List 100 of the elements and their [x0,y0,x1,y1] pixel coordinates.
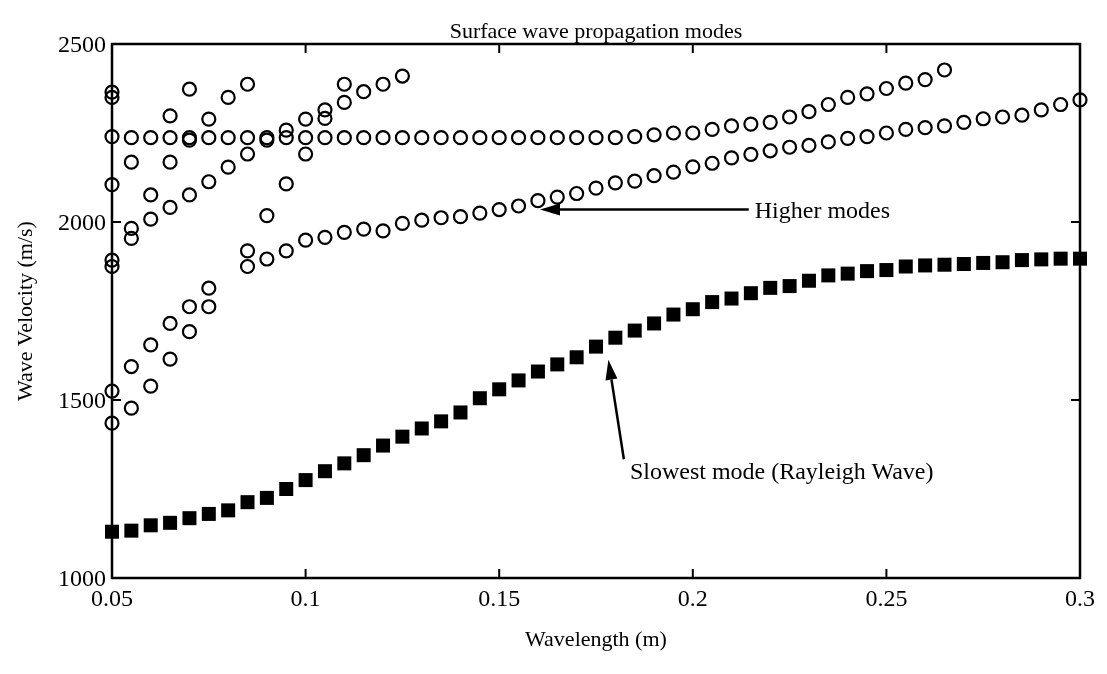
point [994,109,1011,125]
point [124,523,139,538]
point [685,302,700,317]
point [163,515,178,530]
point [143,518,158,533]
point [414,421,429,436]
point [414,212,430,228]
point [1053,251,1068,266]
point [259,251,275,267]
point [917,72,933,88]
point [588,130,604,146]
point [433,130,449,146]
point [162,199,178,215]
annotation: Higher modes [754,196,891,223]
point [182,511,197,526]
point [181,299,198,315]
point [666,307,681,322]
point [1033,102,1049,118]
chart-title: Surface wave propagation modes [449,18,743,43]
point [162,351,178,367]
point [956,114,972,130]
point [104,252,120,268]
point [898,259,913,274]
point [646,127,662,143]
point [879,263,894,278]
point [820,96,836,113]
point [936,62,953,78]
point [278,176,294,192]
point [336,76,352,92]
point [647,316,662,331]
point [665,164,682,180]
point [376,438,391,453]
point [762,114,778,130]
x-axis-title: Wavelength (m) [525,626,667,651]
point [956,257,971,272]
y-axis-title: Wave Velocity (m/s) [12,221,37,401]
point [801,104,817,120]
point [918,258,933,273]
annotation: Slowest mode (Rayleigh Wave) [629,458,934,485]
point [549,189,565,205]
point [452,209,469,225]
point [336,130,352,146]
point [104,258,120,275]
point [840,89,856,105]
point [878,80,894,97]
point [453,405,468,420]
point [627,173,643,189]
point [549,130,565,146]
point [433,210,449,226]
point [220,159,236,175]
point [723,118,740,134]
point [588,180,604,196]
point [898,75,914,91]
y-tick-label: 2500 [58,31,106,57]
point [220,130,236,146]
point [239,76,256,92]
point [162,130,178,146]
point [472,205,488,221]
point [627,128,643,145]
point [221,503,236,518]
point [782,279,797,294]
point [530,364,545,379]
point [705,295,720,310]
point [898,121,914,138]
point [240,495,255,510]
point [105,524,119,539]
point [569,185,585,202]
point [820,134,836,150]
point [859,128,875,145]
point [181,81,198,97]
point [259,207,275,224]
point [143,211,159,227]
point [607,130,623,146]
point [840,130,856,146]
point [104,128,120,145]
point [278,122,294,138]
point [201,280,217,296]
point [1073,251,1087,266]
point [162,154,178,170]
point [104,383,120,399]
point [239,258,256,275]
point [298,146,314,162]
point [782,109,798,125]
point [298,111,314,127]
point [685,159,701,175]
point [239,130,256,146]
point [239,243,256,259]
point [123,130,139,146]
point [510,198,527,214]
point [356,448,371,463]
point [472,391,487,406]
point [181,324,198,340]
point [704,121,720,138]
point [317,110,333,126]
x-tick-label: 0.15 [478,585,521,611]
point [143,337,159,353]
point [104,84,120,100]
point [104,415,120,431]
point [220,89,236,105]
point [704,155,720,171]
